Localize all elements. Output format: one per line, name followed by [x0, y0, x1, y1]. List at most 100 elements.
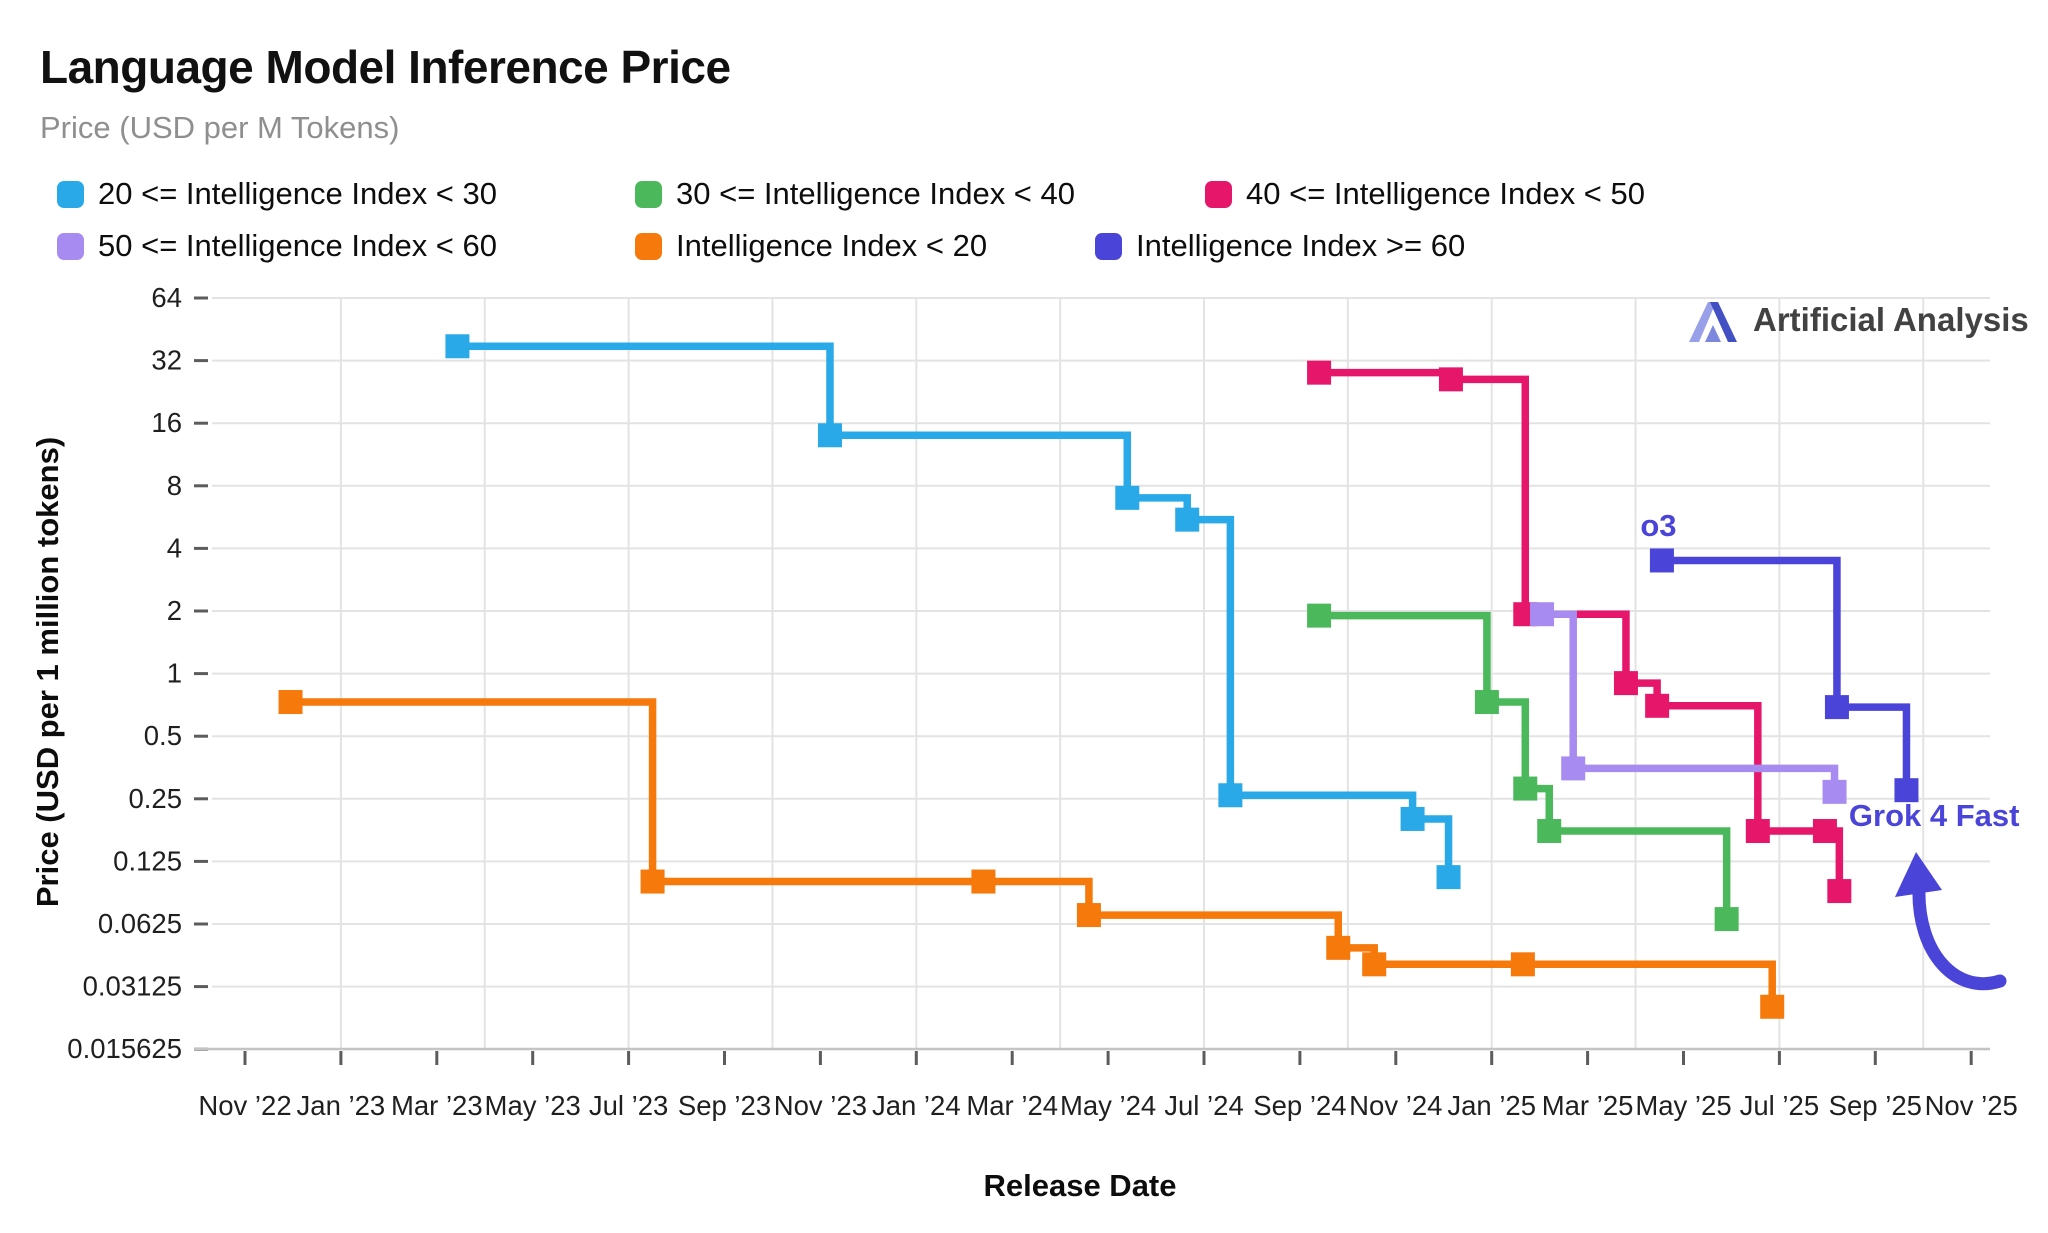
y-tick-label: 8: [167, 470, 182, 501]
data-point: [1115, 485, 1140, 510]
data-point: [1307, 360, 1332, 385]
legend-item-4[interactable]: Intelligence Index < 20: [635, 228, 1095, 264]
x-tick-label: Mar ’25: [1542, 1090, 1634, 1121]
data-point: [445, 334, 470, 359]
grok-arrow-head: [1895, 852, 1942, 897]
data-point: [1175, 507, 1200, 532]
x-tick-label: Jul ’23: [589, 1090, 669, 1121]
y-tick-label: 16: [151, 407, 182, 438]
data-point: [1824, 695, 1849, 720]
legend-item-3[interactable]: 50 <= Intelligence Index < 60: [57, 228, 635, 264]
grok-arrow-curve: [1912, 881, 2007, 991]
x-tick-label: Sep ’25: [1829, 1090, 1922, 1121]
data-point: [1613, 671, 1638, 696]
series-line-5: [1661, 556, 1911, 791]
y-tick-label: 0.015625: [67, 1033, 182, 1064]
legend-label: 20 <= Intelligence Index < 30: [98, 176, 498, 211]
page-title: Language Model Inference Price: [40, 41, 731, 93]
y-tick-label: 32: [151, 345, 182, 376]
x-tick-label: Nov ’25: [1925, 1090, 2018, 1121]
legend-label: 30 <= Intelligence Index < 40: [676, 176, 1076, 211]
x-tick-label: May ’23: [485, 1090, 581, 1121]
data-point: [971, 869, 996, 894]
data-point: [278, 690, 303, 715]
data-point: [1894, 778, 1919, 803]
data-point: [1307, 603, 1332, 628]
series-line-4: [290, 698, 1776, 1007]
y-tick-label: 0.5: [144, 720, 182, 751]
x-tick-label: Jan ’25: [1447, 1090, 1536, 1121]
x-tick-label: Jul ’25: [1740, 1090, 1820, 1121]
data-point: [1822, 779, 1847, 804]
data-point: [1745, 819, 1770, 844]
legend-item-1[interactable]: 30 <= Intelligence Index < 40: [635, 176, 1205, 212]
x-tick-label: May ’24: [1060, 1090, 1156, 1121]
data-point: [1649, 548, 1674, 573]
data-point: [1474, 690, 1499, 715]
y-tick-label: 0.125: [113, 845, 182, 876]
data-point: [1537, 819, 1562, 844]
legend-item-2[interactable]: 40 <= Intelligence Index < 50: [1205, 176, 1645, 212]
data-point: [1326, 935, 1351, 960]
data-point: [1438, 367, 1463, 392]
data-point: [640, 869, 665, 894]
data-point: [1436, 865, 1461, 890]
y-tick-label: 1: [167, 658, 182, 689]
chart-subtitle: Price (USD per M Tokens): [40, 110, 400, 145]
data-point: [1714, 907, 1739, 932]
legend-label: 40 <= Intelligence Index < 50: [1246, 176, 1646, 211]
data-point: [1513, 776, 1538, 801]
data-point: [1760, 994, 1785, 1019]
data-point: [1400, 806, 1425, 831]
legend-swatch: [1205, 180, 1232, 208]
x-tick-label: Jul ’24: [1164, 1090, 1244, 1121]
x-axis-title: Release Date: [983, 1168, 1176, 1203]
x-tick-label: Mar ’24: [966, 1090, 1058, 1121]
x-tick-label: Nov ’22: [198, 1090, 291, 1121]
legend-item-0[interactable]: 20 <= Intelligence Index < 30: [57, 176, 635, 212]
legend-swatch: [57, 180, 84, 208]
y-tick-label: 2: [167, 595, 182, 626]
y-tick-label: 0.03125: [83, 971, 182, 1002]
x-tick-label: Sep ’24: [1253, 1090, 1346, 1121]
series-line-2: [1319, 368, 1844, 892]
annotation-o3: o3: [1640, 508, 1676, 543]
data-point: [1510, 952, 1535, 977]
data-point: [1530, 602, 1555, 627]
x-tick-label: Nov ’24: [1349, 1090, 1442, 1121]
x-tick-label: May ’25: [1635, 1090, 1731, 1121]
legend-swatch: [635, 180, 662, 208]
y-tick-label: 0.0625: [98, 908, 182, 939]
artificial-analysis-logo: Artificial Analysis: [1687, 296, 2029, 344]
data-point: [1827, 879, 1852, 904]
data-point: [1561, 756, 1586, 781]
x-tick-label: Nov ’23: [774, 1090, 867, 1121]
annotation-grok-4-fast: Grok 4 Fast: [1849, 798, 2020, 833]
y-tick-label: 64: [151, 282, 182, 313]
chart-header: Language Model Inference Price Price (US…: [40, 40, 731, 146]
x-tick-label: Sep ’23: [678, 1090, 771, 1121]
x-tick-label: Jan ’24: [872, 1090, 961, 1121]
y-tick-label: 0.25: [128, 783, 182, 814]
artificial-analysis-label: Artificial Analysis: [1753, 301, 2029, 338]
legend-label: 50 <= Intelligence Index < 60: [98, 228, 498, 263]
legend: 20 <= Intelligence Index < 30 30 <= Intel…: [57, 168, 1997, 272]
y-axis-title: Price (USD per 1 million tokens): [30, 437, 65, 907]
x-tick-label: Mar ’23: [391, 1090, 483, 1121]
legend-swatch: [635, 232, 662, 260]
legend-label: Intelligence Index >= 60: [1136, 228, 1466, 263]
artificial-analysis-icon: [1689, 302, 1737, 342]
legend-swatch: [1095, 232, 1122, 260]
legend-item-5[interactable]: Intelligence Index >= 60: [1095, 228, 1465, 264]
data-point: [1218, 783, 1243, 808]
legend-swatch: [57, 232, 84, 260]
data-point: [1076, 903, 1101, 928]
legend-label: Intelligence Index < 20: [676, 228, 988, 263]
data-point: [1362, 952, 1387, 977]
data-point: [1812, 819, 1837, 844]
x-tick-label: Jan ’23: [297, 1090, 386, 1121]
y-tick-label: 4: [167, 532, 182, 563]
data-point: [1645, 693, 1670, 718]
